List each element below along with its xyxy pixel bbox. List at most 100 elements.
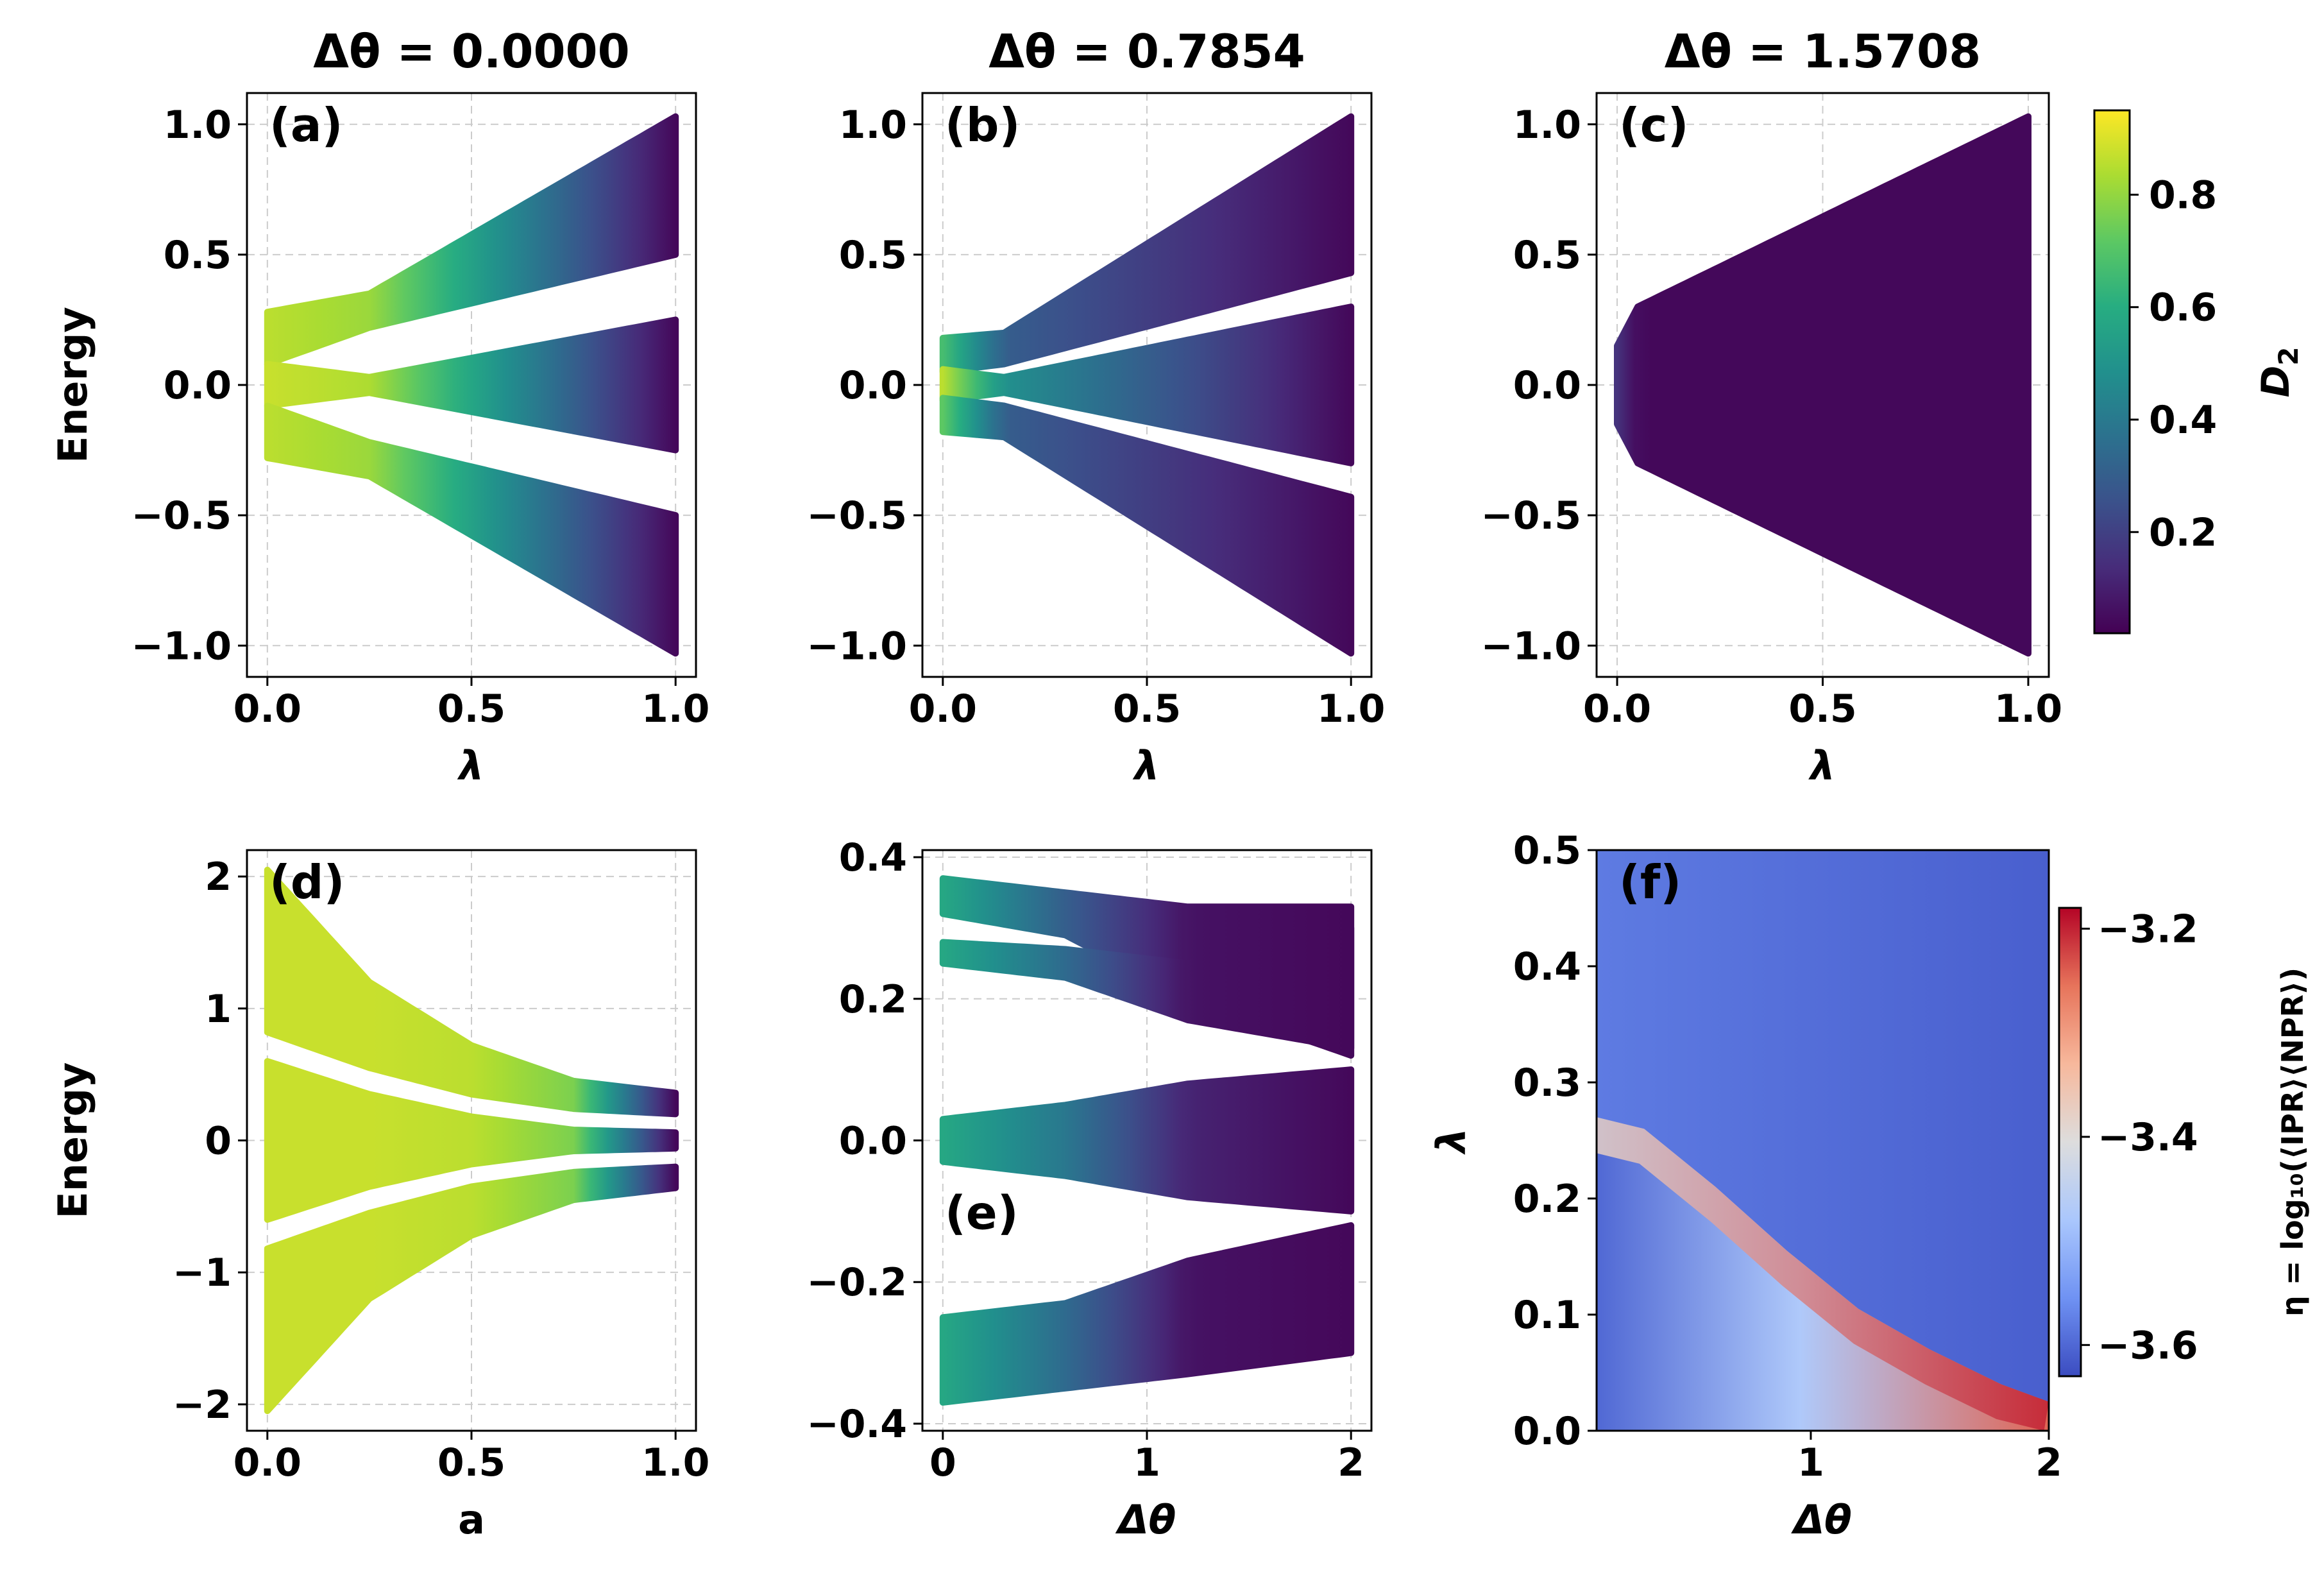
x-axis-label: λ (1132, 742, 1159, 789)
y-axis-label: λ (1428, 1128, 1475, 1155)
y-tick-label: 0.2 (839, 977, 907, 1022)
panel-label: (f) (1619, 855, 1681, 909)
y-tick-label: −2 (173, 1383, 232, 1428)
y-tick-label: 0.5 (1513, 233, 1581, 278)
scatter-band-b-1 (939, 113, 1355, 375)
axes-frame-f (1595, 849, 2050, 1432)
y-tick-label: 0.5 (1513, 828, 1581, 873)
panel-f: 1 2 0.0 0.1 0.2 0.3 0.4 0.5 Δθ λ (f) (1428, 828, 2062, 1543)
x-axis-label: a (458, 1496, 485, 1543)
y-tick-label: −1.0 (1480, 624, 1581, 669)
y-tick-label: −1.0 (131, 624, 232, 669)
panel-label: (d) (269, 855, 344, 909)
x-tick-label: 0.0 (233, 687, 301, 731)
y-tick-label: 0.0 (839, 1119, 907, 1164)
panel-a: 0.0 0.5 1.0 −1.0 −0.5 0.0 0.5 1.0 λ Energy Δθ = 0.… (49, 24, 709, 789)
colorbar-eta-gradient (2058, 907, 2082, 1378)
y-tick-label: 0.0 (1513, 363, 1581, 408)
colorbar-d2-label: D2 (2253, 346, 2304, 397)
x-axis-label: Δθ (1115, 1496, 1176, 1543)
scatter-band-b-3 (939, 395, 1355, 657)
y-tick-label: 0.4 (1513, 944, 1581, 989)
x-axis-label: λ (1808, 742, 1835, 789)
y-tick-label: 0.5 (164, 233, 232, 278)
x-tick-label: 0 (929, 1440, 956, 1485)
colorbar-eta-tick-label: −3.4 (2098, 1115, 2198, 1160)
colorbar-d2: D2 0.2 0.4 0.6 0.8 (2093, 109, 2304, 635)
scatter-band-e-3 (939, 1066, 1355, 1215)
colorbar-d2-tick-label: 0.4 (2149, 398, 2217, 443)
heatmap-edge-band (1597, 1117, 2049, 1431)
y-tick-label: 0.0 (839, 363, 907, 408)
y-tick-label: 1.0 (839, 103, 907, 148)
panel-c: 0.0 0.5 1.0 −1.0 −0.5 0.0 0.5 1.0 λ Δθ = 1.5708 (c… (1480, 24, 2062, 789)
x-tick-label: 0.0 (233, 1440, 301, 1485)
scatter-band-b-2 (939, 303, 1355, 466)
panel-b: 0.0 0.5 1.0 −1.0 −0.5 0.0 0.5 1.0 λ Δθ = 0.7854 (b… (806, 24, 1385, 789)
x-axis-label: λ (457, 742, 484, 789)
panel-label: (b) (945, 98, 1020, 152)
y-tick-label: 0.1 (1513, 1293, 1581, 1338)
y-tick-label: 0.0 (1513, 1409, 1581, 1454)
panel-d: 0.0 0.5 1.0 −2 −1 0 1 2 a Energy (d) (49, 849, 709, 1543)
x-tick-label: 1 (1133, 1440, 1160, 1485)
y-tick-label: 2 (205, 855, 232, 900)
y-tick-label: −0.4 (806, 1402, 907, 1447)
x-tick-label: 0.5 (437, 687, 505, 731)
colorbar-d2-tick-label: 0.2 (2149, 510, 2217, 555)
y-tick-label: 1.0 (164, 103, 232, 148)
scatter-band-e-4 (939, 1222, 1355, 1406)
colorbar-d2-tick-label: 0.6 (2149, 286, 2217, 330)
x-tick-label: 1.0 (641, 1440, 709, 1485)
scatter-band-a-1 (264, 113, 679, 368)
colorbar-eta: η = log₁₀(⟨IPR⟩⟨NPR⟩) −3.2 −3.4 −3.6 (2058, 907, 2310, 1378)
panel-title: Δθ = 1.5708 (1665, 24, 1981, 78)
x-tick-label: 2 (2035, 1440, 2062, 1485)
panel-e: 0 1 2 −0.4 −0.2 0.0 0.2 0.4 Δθ (e) (806, 835, 1373, 1543)
colorbar-eta-tick-label: −3.2 (2098, 907, 2198, 951)
x-tick-label: 0.5 (1788, 687, 1856, 731)
x-tick-label: 1.0 (1994, 687, 2062, 731)
x-tick-label: 1 (1797, 1440, 1824, 1485)
scatter-band-a-2 (264, 316, 679, 454)
colorbar-d2-gradient (2093, 109, 2131, 635)
x-tick-label: 0.5 (437, 1440, 505, 1485)
y-tick-label: −0.5 (806, 493, 907, 538)
y-tick-label: 0.5 (839, 233, 907, 278)
x-axis-label: Δθ (1790, 1496, 1852, 1543)
y-tick-label: −1.0 (806, 624, 907, 669)
y-tick-label: 0.4 (839, 835, 907, 880)
panel-label: (c) (1619, 98, 1689, 152)
y-tick-label: 0 (205, 1119, 232, 1164)
y-tick-label: −0.5 (131, 493, 232, 538)
panel-title: Δθ = 0.7854 (988, 24, 1305, 78)
y-axis-label: Energy (49, 307, 96, 463)
x-tick-label: 0.5 (1113, 687, 1181, 731)
x-tick-label: 0.0 (909, 687, 977, 731)
y-tick-label: 0.0 (164, 363, 232, 408)
x-tick-label: 1.0 (641, 687, 709, 731)
scatter-band-d-2 (264, 1058, 679, 1223)
colorbar-d2-tick-label: 0.8 (2149, 173, 2217, 218)
x-tick-label: 1.0 (1317, 687, 1385, 731)
y-axis-label: Energy (49, 1062, 96, 1219)
y-tick-label: 1 (205, 987, 232, 1032)
scatter-band-d-3 (264, 1163, 679, 1415)
scatter-band-c-1 (1614, 113, 2031, 657)
y-tick-label: −0.5 (1480, 493, 1581, 538)
y-tick-label: 0.2 (1513, 1177, 1581, 1222)
x-tick-label: 2 (1337, 1440, 1364, 1485)
y-tick-label: 0.3 (1513, 1061, 1581, 1105)
scatter-band-e-2 (939, 925, 1355, 1052)
colorbar-eta-tick-label: −3.6 (2098, 1323, 2198, 1368)
x-tick-label: 0.0 (1583, 687, 1651, 731)
colorbar-eta-label: η = log₁₀(⟨IPR⟩⟨NPR⟩) (2275, 968, 2310, 1317)
panel-label: (a) (269, 98, 343, 152)
scatter-band-d-1 (264, 866, 679, 1118)
scatter-band-a-3 (264, 402, 679, 657)
y-tick-label: 1.0 (1513, 103, 1581, 148)
panel-label: (e) (945, 1186, 1019, 1240)
y-tick-label: −1 (173, 1250, 232, 1295)
y-tick-label: −0.2 (806, 1260, 907, 1305)
